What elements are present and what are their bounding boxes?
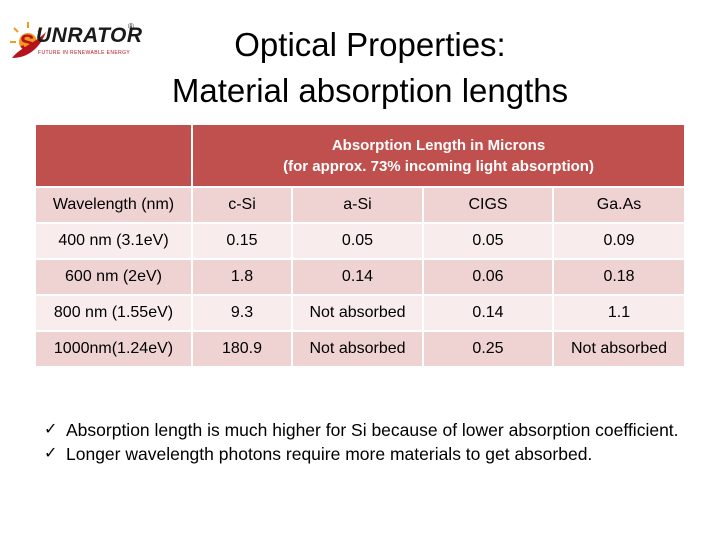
- company-logo: S UNRATOR ® FUTURE IN RENEWABLE ENERGY: [8, 18, 158, 66]
- cell-wavelength: 800 nm (1.55eV): [36, 294, 192, 331]
- table-header-row: Absorption Length in Microns (for approx…: [36, 125, 685, 187]
- col-header-gaas: Ga.As: [551, 186, 685, 223]
- bullet-text: Longer wavelength photons require more m…: [66, 444, 593, 464]
- column-header-row: Wavelength (nm) c-Si a-Si CIGS Ga.As: [36, 186, 685, 223]
- cell-cigs: 0.25: [422, 330, 553, 366]
- svg-text:S: S: [20, 30, 35, 55]
- title-line-1: Optical Properties:: [234, 26, 506, 63]
- bullet-text: Absorption length is much higher for Si …: [66, 420, 679, 440]
- cell-cigs: 0.06: [422, 258, 553, 295]
- cell-gaas: Not absorbed: [551, 330, 685, 366]
- checkmark-icon: ✓: [44, 445, 58, 462]
- cell-c-si: 9.3: [191, 294, 292, 331]
- title-line-2: Material absorption lengths: [171, 72, 569, 109]
- cell-cigs: 0.05: [422, 222, 553, 259]
- bullet-item: ✓ Longer wavelength photons require more…: [44, 442, 694, 466]
- table-row: 400 nm (3.1eV) 0.15 0.05 0.05 0.09: [36, 222, 685, 259]
- cell-a-si: 0.14: [291, 258, 423, 295]
- checkmark-icon: ✓: [44, 421, 58, 438]
- bullet-list: ✓ Absorption length is much higher for S…: [44, 418, 694, 466]
- col-header-cigs: CIGS: [422, 186, 553, 223]
- absorption-table: Absorption Length in Microns (for approx…: [36, 125, 685, 366]
- cell-gaas: 0.18: [551, 258, 685, 295]
- cell-gaas: 1.1: [551, 294, 685, 331]
- cell-c-si: 0.15: [191, 222, 292, 259]
- cell-wavelength: 600 nm (2eV): [36, 258, 192, 295]
- cell-gaas: 0.09: [551, 222, 685, 259]
- col-header-a-si: a-Si: [291, 186, 423, 223]
- logo-registered-mark: ®: [128, 22, 134, 31]
- table-row: 1000nm(1.24eV) 180.9 Not absorbed 0.25 N…: [36, 330, 685, 366]
- slide-title: Optical Properties: Material absorption …: [60, 22, 680, 114]
- cell-wavelength: 400 nm (3.1eV): [36, 222, 192, 259]
- table-row: 600 nm (2eV) 1.8 0.14 0.06 0.18: [36, 258, 685, 295]
- col-header-wavelength: Wavelength (nm): [36, 186, 192, 223]
- cell-a-si: Not absorbed: [291, 294, 423, 331]
- header-subtitle: (for approx. 73% incoming light absorpti…: [283, 157, 594, 175]
- cell-a-si: 0.05: [291, 222, 423, 259]
- sun-swoosh-icon: S: [10, 22, 46, 58]
- cell-c-si: 1.8: [191, 258, 292, 295]
- logo-tagline: FUTURE IN RENEWABLE ENERGY: [38, 50, 131, 56]
- header-blank-cell: [36, 125, 192, 187]
- cell-c-si: 180.9: [191, 330, 292, 366]
- logo-wordmark: UNRATOR: [36, 24, 143, 47]
- header-title: Absorption Length in Microns: [331, 136, 546, 154]
- cell-a-si: Not absorbed: [291, 330, 423, 366]
- bullet-item: ✓ Absorption length is much higher for S…: [44, 418, 694, 442]
- col-header-c-si: c-Si: [191, 186, 292, 223]
- header-absorption-cell: Absorption Length in Microns (for approx…: [190, 125, 685, 187]
- cell-wavelength: 1000nm(1.24eV): [36, 330, 192, 366]
- table-row: 800 nm (1.55eV) 9.3 Not absorbed 0.14 1.…: [36, 294, 685, 331]
- cell-cigs: 0.14: [422, 294, 553, 331]
